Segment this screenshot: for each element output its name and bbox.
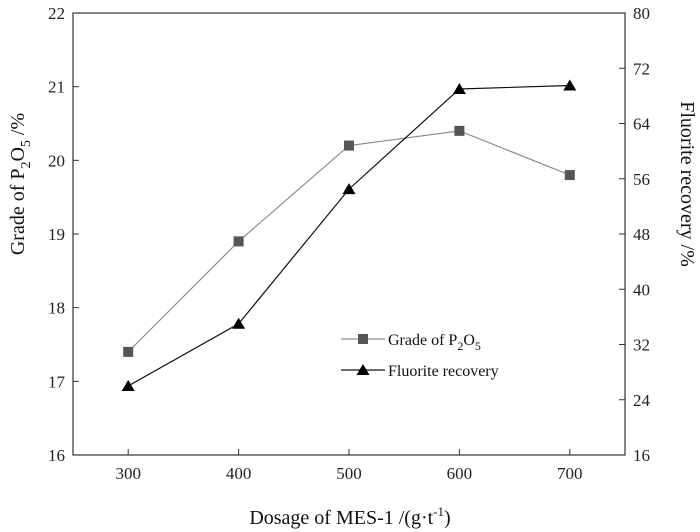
y-right-tick-label: 16 xyxy=(633,446,650,465)
data-point-grade xyxy=(123,346,134,357)
data-point-fluorite xyxy=(563,79,577,91)
data-point-grade xyxy=(233,236,244,247)
y-left-tick-label: 20 xyxy=(48,151,65,170)
legend-marker-square xyxy=(358,334,368,344)
y-right-tick-label: 40 xyxy=(633,280,650,299)
data-point-fluorite xyxy=(121,379,135,391)
y-right-tick-label: 24 xyxy=(633,391,651,410)
y-left-tick-label: 18 xyxy=(48,299,65,318)
data-point-grade xyxy=(454,125,465,136)
plot-frame xyxy=(72,12,626,456)
x-tick-label: 600 xyxy=(447,464,473,483)
y-right-tick-label: 72 xyxy=(633,59,650,78)
data-point-grade xyxy=(344,140,354,151)
x-tick-label: 400 xyxy=(226,464,252,483)
series-line-grade xyxy=(127,130,571,353)
y-right-tick-label: 64 xyxy=(633,115,651,134)
x-tick-label: 500 xyxy=(336,464,362,483)
tick-layer: 300 400 500 600 700 16 17 18 19 20 21 22 16 24 32 40 48 5… xyxy=(48,4,651,483)
legend-label-grade: Grade of P2O5 xyxy=(388,332,481,353)
legend-item-grade: Grade of P2O5 xyxy=(341,332,481,353)
x-axis-title: Dosage of MES-1 /(g·t-1) xyxy=(249,504,450,529)
legend-marker-triangle xyxy=(356,364,370,375)
legend: Grade of P2O5 Fluorite recovery xyxy=(341,332,499,380)
y-right-tick-label: 32 xyxy=(633,336,650,355)
y-left-tick-label: 22 xyxy=(48,4,65,23)
series-line-fluorite xyxy=(127,84,570,387)
y-axis-right-title: Fluorite recovery /% xyxy=(676,101,698,267)
x-tick-label: 300 xyxy=(115,464,141,483)
y-left-tick-label: 16 xyxy=(48,446,65,465)
y-left-tick-label: 17 xyxy=(48,372,66,391)
data-point-fluorite xyxy=(452,82,466,94)
legend-item-fluorite: Fluorite recovery xyxy=(341,363,499,380)
y-left-tick-label: 21 xyxy=(48,78,65,97)
y-axis-left-title: Grade of P2O5 /% xyxy=(7,113,34,255)
legend-label-fluorite: Fluorite recovery xyxy=(388,363,499,380)
y-left-tick-label: 19 xyxy=(48,225,65,244)
series-layer xyxy=(121,79,577,391)
y-right-tick-label: 48 xyxy=(633,225,650,244)
y-right-tick-label: 56 xyxy=(633,170,650,189)
data-point-fluorite xyxy=(232,317,246,329)
x-tick-label: 700 xyxy=(557,464,583,483)
y-right-tick-label: 80 xyxy=(633,4,650,23)
data-point-fluorite xyxy=(342,183,356,195)
data-point-grade xyxy=(564,170,575,181)
